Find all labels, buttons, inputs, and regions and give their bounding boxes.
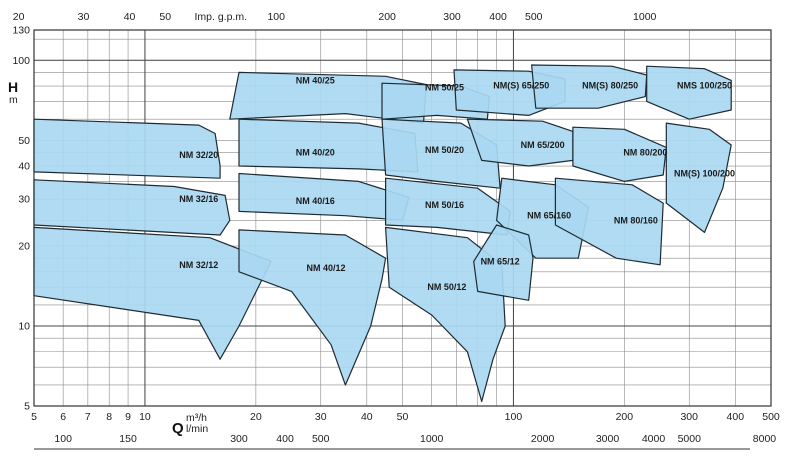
gpm-tick-label: 500 bbox=[525, 11, 543, 23]
lmin-tick-label: 3000 bbox=[596, 433, 620, 445]
curve-label: NMS 100/250 bbox=[677, 80, 732, 90]
gpm-axis-label: Imp. g.p.m. bbox=[194, 11, 247, 23]
gpm-tick-label: 1000 bbox=[633, 11, 657, 23]
gpm-tick-label: 400 bbox=[489, 11, 507, 23]
x-tick-label: 7 bbox=[85, 411, 91, 423]
x-axis-label: Q bbox=[172, 420, 184, 437]
curve-region-nms-100-250 bbox=[646, 65, 732, 120]
lmin-tick-label: 8000 bbox=[753, 433, 777, 445]
curve-label: NM 50/16 bbox=[425, 200, 464, 210]
x-tick-label: 30 bbox=[315, 411, 327, 423]
y-tick-label: 100 bbox=[12, 55, 30, 67]
curve-label: NM(S) 100/200 bbox=[674, 168, 735, 178]
gpm-tick-label: 50 bbox=[159, 11, 171, 23]
gpm-tick-label: 40 bbox=[124, 11, 136, 23]
gpm-tick-label: 200 bbox=[378, 11, 396, 23]
lmin-tick-label: 150 bbox=[119, 433, 137, 445]
x-tick-label: 6 bbox=[60, 411, 66, 423]
y-tick-label: 10 bbox=[18, 321, 30, 333]
x-tick-label: 200 bbox=[616, 411, 634, 423]
curve-label: NM 65/200 bbox=[521, 140, 565, 150]
x-tick-label: 5 bbox=[31, 411, 37, 423]
y-tick-label: 5 bbox=[24, 401, 30, 413]
curve-label: NM 40/20 bbox=[296, 147, 335, 157]
curve-label: NM(S) 80/250 bbox=[582, 80, 638, 90]
curve-label: NM(S) 65/250 bbox=[493, 80, 549, 90]
x-tick-label: 10 bbox=[139, 411, 151, 423]
curve-label: NM 32/12 bbox=[179, 260, 218, 270]
y-tick-label: 130 bbox=[12, 25, 30, 37]
y-axis-label: H bbox=[8, 79, 18, 95]
curve-region-nm-32-16 bbox=[33, 179, 231, 236]
lmin-tick-label: 100 bbox=[54, 433, 72, 445]
axis-layer: 5 10 20 30 40 50 100 130 Hm 5 6 7 8 9 10 20 30 40 50 100 200… bbox=[8, 11, 780, 450]
x-tick-label: 400 bbox=[727, 411, 745, 423]
gpm-tick-label: 20 bbox=[13, 11, 25, 23]
y-tick-label: 20 bbox=[18, 241, 30, 253]
curve-region-nm-32-20 bbox=[33, 118, 221, 179]
x-axis-unit-lmin: l/min bbox=[186, 423, 208, 435]
x-tick-label: 50 bbox=[397, 411, 409, 423]
curve-label: NM 50/25 bbox=[425, 82, 464, 92]
region-layer bbox=[33, 64, 732, 403]
curve-region-nm-40-12 bbox=[238, 229, 387, 386]
curve-region-nm-s-80-250 bbox=[531, 64, 648, 109]
x-tick-label: 8 bbox=[106, 411, 112, 423]
y-axis-unit: m bbox=[9, 94, 18, 106]
label-layer: NM 32/20 NM 32/16 NM 32/12 NM 40/25 NM 40/20… bbox=[179, 75, 735, 292]
x-tick-label: 300 bbox=[680, 411, 698, 423]
curve-label: NM 65/160 bbox=[527, 211, 571, 221]
curve-label: NM 65/12 bbox=[481, 256, 520, 266]
curve-region-nm-80-160 bbox=[554, 177, 664, 266]
lmin-tick-label: 500 bbox=[312, 433, 330, 445]
x-tick-label: 100 bbox=[505, 411, 523, 423]
curve-label: NM 80/160 bbox=[614, 215, 658, 225]
curve-label: NM 40/25 bbox=[296, 75, 335, 85]
gpm-tick-label: 100 bbox=[267, 11, 285, 23]
y-tick-label: 50 bbox=[18, 135, 30, 147]
y-tick-label: 40 bbox=[18, 161, 30, 173]
curve-label: NM 32/20 bbox=[179, 150, 218, 160]
curve-label: NM 50/20 bbox=[425, 145, 464, 155]
lmin-tick-label: 300 bbox=[230, 433, 248, 445]
curve-region-nm-80-200 bbox=[572, 126, 667, 182]
x-tick-label: 500 bbox=[762, 411, 780, 423]
x-axis-unit-m3h: m³/h bbox=[186, 412, 207, 424]
curve-label: NM 40/12 bbox=[306, 263, 345, 273]
gpm-tick-label: 300 bbox=[443, 11, 461, 23]
curve-label: NM 40/16 bbox=[296, 196, 335, 206]
curve-region-nm-65-12 bbox=[473, 224, 534, 301]
x-tick-label: 40 bbox=[361, 411, 373, 423]
gpm-tick-label: 30 bbox=[78, 11, 90, 23]
curve-label: NM 80/200 bbox=[623, 147, 667, 157]
curve-region-nm-32-12 bbox=[33, 226, 272, 360]
curve-label: NM 50/12 bbox=[427, 282, 466, 292]
lmin-tick-label: 5000 bbox=[678, 433, 702, 445]
lmin-tick-label: 2000 bbox=[531, 433, 555, 445]
x-tick-label: 9 bbox=[125, 411, 131, 423]
lmin-tick-label: 4000 bbox=[642, 433, 666, 445]
lmin-tick-label: 1000 bbox=[420, 433, 444, 445]
curve-label: NM 32/16 bbox=[179, 194, 218, 204]
lmin-tick-label: 400 bbox=[276, 433, 294, 445]
curve-region-nm-s-100-200 bbox=[665, 122, 732, 233]
x-tick-label: 20 bbox=[250, 411, 262, 423]
y-tick-label: 30 bbox=[18, 194, 30, 206]
